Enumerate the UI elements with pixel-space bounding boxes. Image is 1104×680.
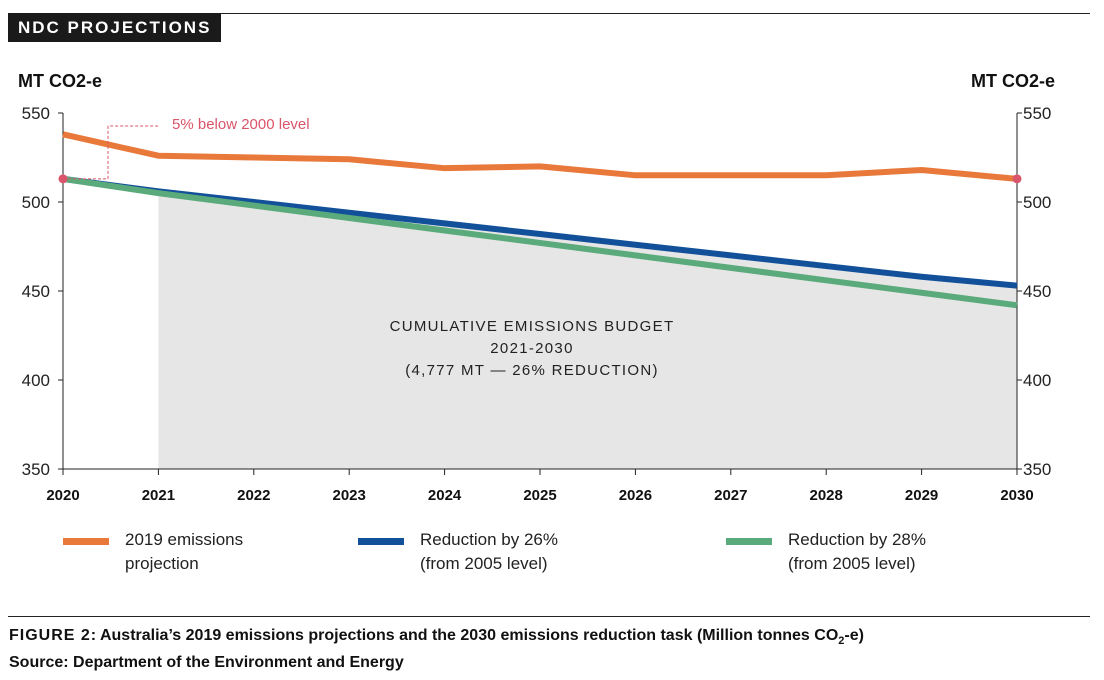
x-tick-label: 2023 <box>333 487 366 504</box>
y-tick-label-right: 350 <box>1023 460 1051 479</box>
x-tick-label: 2020 <box>46 487 79 504</box>
figure-caption: FIGURE 2: Australia’s 2019 emissions pro… <box>9 625 864 673</box>
left-axis-unit-text: MT CO2-e <box>18 71 103 91</box>
y-tick-label-left: 500 <box>22 193 50 212</box>
x-tick-label: 2028 <box>810 487 843 504</box>
y-tick-label-left: 550 <box>22 104 50 123</box>
x-tick-label: 2030 <box>1000 487 1033 504</box>
series-line-2 <box>62 175 1018 309</box>
right-axis-unit-text: MT CO2-e <box>970 71 1055 91</box>
y-tick-label-left: 350 <box>22 460 50 479</box>
x-tick-label: 2027 <box>714 487 747 504</box>
x-tick-label: 2022 <box>237 487 270 504</box>
legend-label: Reduction by 26% (from 2005 level) <box>420 530 558 573</box>
section-tag: NDC PROJECTIONS <box>8 13 222 42</box>
x-tick-label: 2025 <box>523 487 556 504</box>
end-marker <box>1012 174 1022 184</box>
budget-label-line: CUMULATIVE EMISSIONS BUDGET <box>390 318 675 335</box>
series-line-0 <box>62 131 1018 182</box>
legend-label: Reduction by 28% (from 2005 level) <box>788 530 926 573</box>
budget-label-line: (4,777 MT — 26% REDUCTION) <box>405 362 659 379</box>
figure-sub: 2 <box>838 635 845 648</box>
figure-source: Source: Department of the Environment an… <box>9 654 404 672</box>
figure-text: : Australia’s 2019 emissions projections… <box>90 627 839 644</box>
x-tick-label: 2021 <box>142 487 175 504</box>
legend-swatch <box>63 538 109 545</box>
legend-label: 2019 emissions projection <box>125 530 244 573</box>
y-tick-label-right: 550 <box>1023 104 1051 123</box>
legend-swatch <box>358 538 404 545</box>
x-tick-label: 2026 <box>619 487 652 504</box>
x-tick-label: 2024 <box>428 487 462 504</box>
figure-end: -e) <box>844 627 864 644</box>
legend-swatch <box>726 538 772 545</box>
figure-label: FIGURE 2 <box>9 627 91 644</box>
callout-connector <box>63 125 160 180</box>
callout-label: 5% below 2000 level <box>172 116 310 133</box>
left-axis-unit: MT CO2-e <box>18 71 102 92</box>
top-rule <box>8 13 1090 14</box>
x-tick-label: 2029 <box>905 487 938 504</box>
budget-area <box>158 191 1017 469</box>
budget-label-line: 2021-2030 <box>490 340 573 357</box>
y-tick-label-right: 450 <box>1023 282 1051 301</box>
y-tick-label-right: 400 <box>1023 371 1051 390</box>
right-axis-unit: MT CO2-e <box>971 71 1055 92</box>
bottom-rule <box>8 616 1090 617</box>
figure-title: FIGURE 2: Australia’s 2019 emissions pro… <box>9 625 864 652</box>
emissions-chart: 350 350 400 400 450 450 500 500 550 550 2020 2021 20… <box>22 104 1052 504</box>
y-tick-label-left: 450 <box>22 282 50 301</box>
y-tick-label-right: 500 <box>1023 193 1051 212</box>
y-tick-label-left: 400 <box>22 371 50 390</box>
